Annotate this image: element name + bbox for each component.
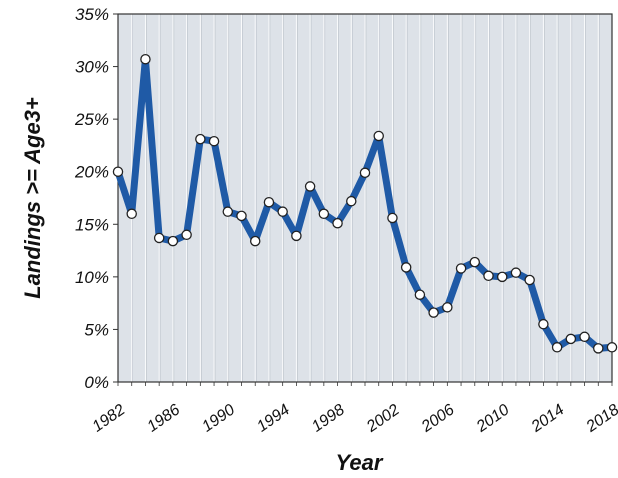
data-point — [332, 217, 343, 229]
x-tick-label: 1990 — [199, 401, 238, 435]
data-point — [579, 331, 590, 343]
x-tick-label: 1998 — [309, 401, 348, 435]
data-point — [277, 206, 288, 217]
x-tick-label: 2002 — [363, 401, 403, 436]
y-tick-label: 25% — [74, 110, 109, 129]
data-point — [304, 181, 316, 192]
data-point — [208, 135, 220, 147]
data-point — [510, 267, 522, 278]
data-point — [126, 208, 137, 220]
data-point — [387, 212, 398, 224]
data-point — [524, 274, 535, 286]
y-tick-label: 10% — [75, 268, 109, 287]
x-tick-label: 2014 — [528, 401, 568, 436]
data-point — [222, 206, 234, 217]
data-point — [428, 307, 439, 318]
y-tick-label: 5% — [84, 320, 109, 339]
x-tick-label: 1982 — [89, 401, 128, 435]
data-point — [112, 166, 124, 177]
data-point — [346, 195, 357, 207]
data-point — [414, 289, 426, 300]
data-point — [483, 270, 494, 282]
data-point — [249, 235, 261, 247]
data-point — [551, 342, 563, 353]
data-point — [195, 133, 206, 145]
data-point — [538, 318, 549, 330]
data-point — [153, 232, 165, 244]
data-point — [318, 208, 330, 220]
x-tick-label: 1986 — [144, 401, 183, 435]
data-point — [359, 167, 371, 179]
data-point — [140, 53, 151, 65]
y-tick-label: 15% — [75, 215, 109, 234]
y-tick-label: 20% — [74, 163, 109, 182]
data-point — [606, 342, 618, 353]
data-point — [593, 343, 604, 354]
data-point — [442, 302, 453, 313]
data-point — [455, 263, 467, 274]
data-point — [236, 210, 247, 222]
x-axis-title: Year — [336, 450, 384, 475]
x-tick-label: 2018 — [583, 401, 618, 436]
data-point — [263, 196, 275, 208]
y-tick-label: 30% — [75, 58, 109, 77]
y-tick-label: 35% — [75, 5, 109, 24]
data-point — [400, 262, 412, 273]
x-tick-label: 2006 — [418, 401, 458, 436]
data-point — [291, 230, 302, 242]
y-tick-label: 0% — [84, 373, 109, 392]
y-axis-title: Landings >= Age3+ — [20, 97, 45, 299]
data-point — [167, 235, 179, 247]
data-point — [496, 271, 508, 283]
x-tick-label: 2010 — [473, 401, 513, 436]
x-tick-label: 1994 — [254, 401, 293, 435]
data-point — [565, 333, 577, 345]
data-point — [373, 130, 384, 142]
data-point — [469, 256, 481, 268]
data-point — [181, 229, 192, 241]
